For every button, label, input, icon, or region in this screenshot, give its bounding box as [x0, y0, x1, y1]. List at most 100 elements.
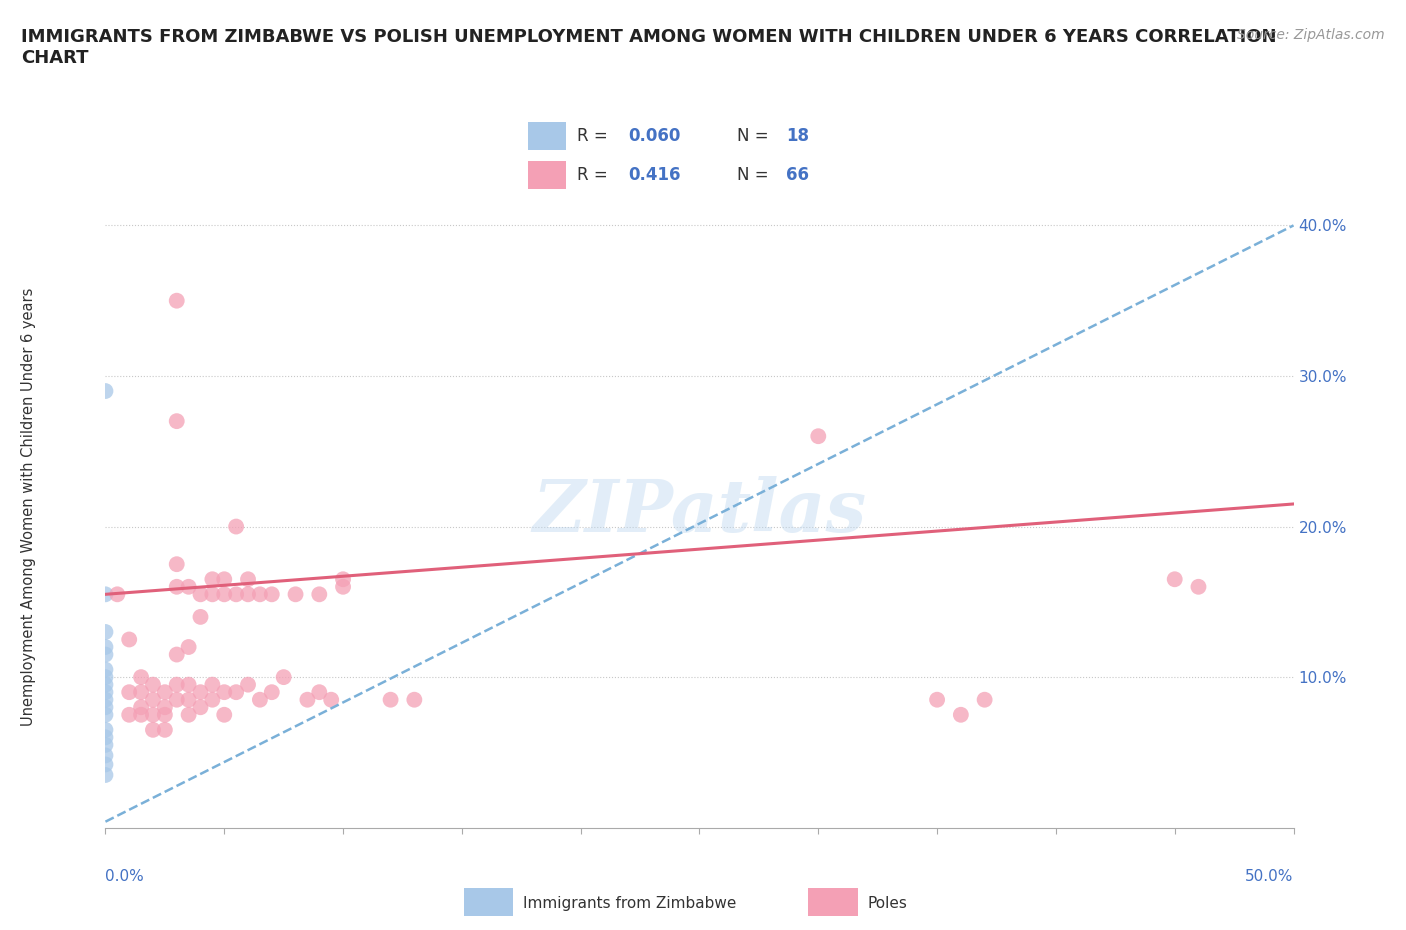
Point [94, 692, 117, 707]
Point [142, 692, 165, 707]
Text: ZIPatlas: ZIPatlas [533, 476, 866, 547]
Point [94, 757, 117, 772]
Point [177, 708, 200, 723]
Point [153, 708, 176, 723]
Text: R =: R = [578, 166, 613, 184]
Point [94, 748, 117, 763]
Point [190, 699, 212, 714]
Point [142, 708, 165, 723]
Text: Source: ZipAtlas.com: Source: ZipAtlas.com [1237, 28, 1385, 42]
Text: N =: N = [737, 166, 773, 184]
Point [153, 699, 176, 714]
Point [236, 677, 259, 692]
Point [236, 572, 259, 587]
Point [273, 670, 295, 684]
Point [94, 723, 117, 737]
Point [94, 587, 117, 602]
Point [166, 647, 188, 662]
Point [94, 670, 117, 684]
Point [308, 684, 330, 699]
Point [177, 640, 200, 655]
Point [94, 383, 117, 398]
Text: Unemployment Among Women with Children Under 6 years: Unemployment Among Women with Children U… [21, 287, 35, 726]
Text: Poles: Poles [868, 897, 907, 911]
Point [404, 692, 426, 707]
Point [129, 684, 152, 699]
Point [177, 692, 200, 707]
Point [94, 767, 117, 782]
Point [973, 692, 995, 707]
Point [260, 587, 283, 602]
Text: R =: R = [578, 127, 613, 145]
Point [236, 587, 259, 602]
Point [190, 684, 212, 699]
Point [166, 692, 188, 707]
Point [94, 662, 117, 677]
Text: 0.0%: 0.0% [105, 869, 145, 883]
Point [949, 708, 972, 723]
Point [225, 519, 247, 534]
Point [225, 684, 247, 699]
Point [925, 692, 948, 707]
Text: N =: N = [737, 127, 773, 145]
Point [214, 587, 236, 602]
Point [284, 587, 307, 602]
Point [201, 587, 224, 602]
Point [807, 429, 830, 444]
Point [1164, 572, 1187, 587]
Point [190, 587, 212, 602]
Point [94, 737, 117, 752]
Point [332, 572, 354, 587]
Text: 0.416: 0.416 [628, 166, 681, 184]
Text: 0.060: 0.060 [628, 127, 681, 145]
Point [249, 587, 271, 602]
Point [201, 677, 224, 692]
Point [153, 684, 176, 699]
Point [166, 293, 188, 308]
Point [260, 684, 283, 699]
Point [249, 692, 271, 707]
Point [129, 670, 152, 684]
Point [332, 579, 354, 594]
Bar [527, 122, 565, 151]
Point [308, 587, 330, 602]
Point [129, 699, 152, 714]
Text: Immigrants from Zimbabwe: Immigrants from Zimbabwe [523, 897, 737, 911]
Point [142, 677, 165, 692]
Point [225, 587, 247, 602]
Point [166, 557, 188, 572]
Point [166, 579, 188, 594]
Point [94, 684, 117, 699]
Point [94, 730, 117, 745]
Point [142, 723, 165, 737]
Point [177, 579, 200, 594]
Point [177, 677, 200, 692]
Point [94, 640, 117, 655]
Point [321, 692, 343, 707]
Point [201, 572, 224, 587]
Point [94, 708, 117, 723]
Point [380, 692, 402, 707]
Point [94, 647, 117, 662]
Point [118, 708, 141, 723]
Point [94, 625, 117, 640]
Point [118, 632, 141, 647]
Point [201, 692, 224, 707]
Point [94, 677, 117, 692]
Point [190, 609, 212, 624]
Text: 50.0%: 50.0% [1246, 869, 1294, 883]
Bar [527, 161, 565, 189]
Point [1187, 579, 1209, 594]
Point [214, 572, 236, 587]
Text: 66: 66 [786, 166, 808, 184]
Point [118, 684, 141, 699]
Text: IMMIGRANTS FROM ZIMBABWE VS POLISH UNEMPLOYMENT AMONG WOMEN WITH CHILDREN UNDER : IMMIGRANTS FROM ZIMBABWE VS POLISH UNEMP… [21, 28, 1277, 67]
Text: 18: 18 [786, 127, 808, 145]
Point [166, 414, 188, 429]
Point [166, 677, 188, 692]
Point [153, 723, 176, 737]
Point [129, 708, 152, 723]
Point [297, 692, 319, 707]
Point [214, 708, 236, 723]
Point [214, 684, 236, 699]
